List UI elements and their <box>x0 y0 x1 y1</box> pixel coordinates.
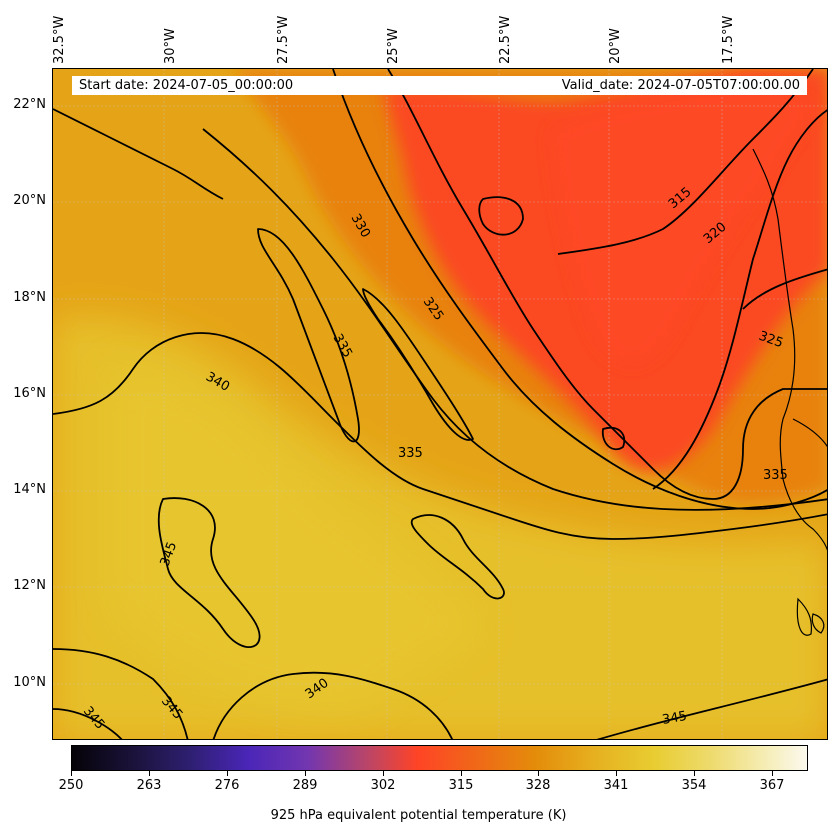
colorbar-label-341: 341 <box>603 778 629 793</box>
contour-north-blob <box>478 196 524 236</box>
start-date-label: Start date: 2024-07-05_00:00:00 <box>79 78 294 93</box>
contour-345-east <box>596 678 827 739</box>
colorbar-tick-276 <box>227 771 228 776</box>
contour-340 <box>53 332 827 540</box>
colorbar-label-328: 328 <box>525 778 551 793</box>
contour-325-east <box>742 268 827 310</box>
contour-label-345-d: 345 <box>661 709 688 728</box>
contour-345-island <box>157 497 261 648</box>
contour-335-outer <box>202 128 827 511</box>
lon-label-27-5w: 27.5°W <box>276 15 291 64</box>
colorbar-label-289: 289 <box>292 778 318 793</box>
colorbar-label-263: 263 <box>136 778 162 793</box>
contour-335-channel <box>362 288 474 441</box>
contour-320 <box>652 109 827 490</box>
contour-315 <box>557 69 814 255</box>
map-canvas: 315 320 325 325 330 335 335 335 340 340 … <box>53 69 827 739</box>
colorbar-label-302: 302 <box>370 778 396 793</box>
coastline <box>752 148 827 636</box>
lat-label-18n: 18°N <box>13 290 46 305</box>
colorbar-tick-367 <box>772 771 773 776</box>
colorbar-tick-315 <box>461 771 462 776</box>
colorbar-tick-341 <box>616 771 617 776</box>
colorbar-label-367: 367 <box>759 778 785 793</box>
lat-label-12n: 12°N <box>13 578 46 593</box>
contour-lines <box>53 69 827 739</box>
colorbar-label-276: 276 <box>214 778 240 793</box>
contour-340-south <box>212 671 454 739</box>
contour-label-335-c: 335 <box>763 468 788 483</box>
lat-label-16n: 16°N <box>13 386 46 401</box>
contour-325-north <box>387 69 827 500</box>
theta-e-high-core <box>113 369 483 709</box>
lon-label-20w: 20°W <box>608 28 623 64</box>
colorbar-tick-354 <box>694 771 695 776</box>
lat-label-10n: 10°N <box>13 675 46 690</box>
contour-330 <box>332 69 827 510</box>
contour-345-south <box>53 708 123 739</box>
lat-label-14n: 14°N <box>13 482 46 497</box>
lon-label-25w: 25°W <box>386 28 401 64</box>
colorbar-tick-289 <box>305 771 306 776</box>
colorbar-label-354: 354 <box>681 778 707 793</box>
colorbar-tick-250 <box>71 771 72 776</box>
lon-label-30w: 30°W <box>163 28 178 64</box>
colorbar-label-315: 315 <box>448 778 474 793</box>
colorbar-tick-263 <box>149 771 150 776</box>
lon-label-32-5w: 32.5°W <box>52 15 67 64</box>
colorbar-tick-328 <box>538 771 539 776</box>
lon-label-17-5w: 17.5°W <box>721 15 736 64</box>
contour-345-west <box>53 648 189 739</box>
contour-label-335-b: 335 <box>398 446 423 461</box>
contour-345-band <box>410 514 505 600</box>
lat-label-22n: 22°N <box>13 97 46 112</box>
graticule <box>53 69 827 739</box>
lat-label-20n: 20°N <box>13 193 46 208</box>
contour-north-edge <box>53 108 224 200</box>
contour-335-inner <box>257 228 360 443</box>
lon-label-22-5w: 22.5°W <box>498 15 513 64</box>
valid-date-label: Valid_date: 2024-07-05T07:00:00.00 <box>561 78 800 93</box>
colorbar-label-250: 250 <box>58 778 84 793</box>
colorbar <box>71 745 808 771</box>
map-frame: 315 320 325 325 330 335 335 335 340 340 … <box>52 68 828 740</box>
theta-e-low-core <box>553 79 813 363</box>
colorbar-title: 925 hPa equivalent potential temperature… <box>270 808 567 823</box>
colorbar-tick-302 <box>383 771 384 776</box>
contour-east-blob <box>601 426 626 451</box>
date-info-bar: Start date: 2024-07-05_00:00:00 Valid_da… <box>72 76 807 95</box>
